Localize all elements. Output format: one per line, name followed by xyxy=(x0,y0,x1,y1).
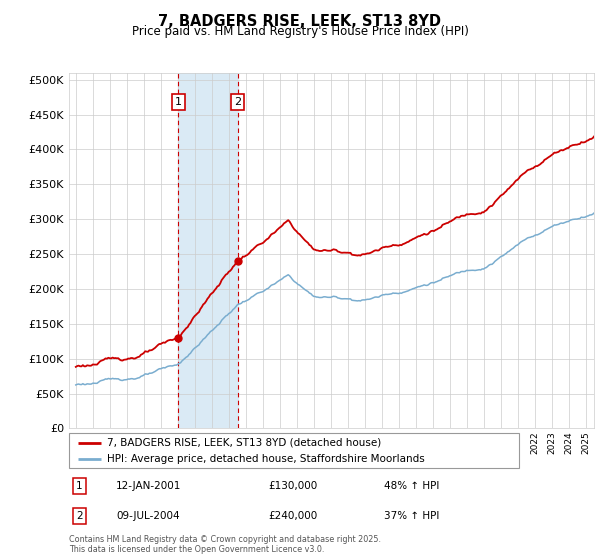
Text: 2: 2 xyxy=(234,97,241,107)
Text: 09-JUL-2004: 09-JUL-2004 xyxy=(116,511,180,521)
Text: £130,000: £130,000 xyxy=(269,481,318,491)
Text: 1: 1 xyxy=(175,97,182,107)
Text: Contains HM Land Registry data © Crown copyright and database right 2025.
This d: Contains HM Land Registry data © Crown c… xyxy=(69,535,381,554)
Text: 7, BADGERS RISE, LEEK, ST13 8YD: 7, BADGERS RISE, LEEK, ST13 8YD xyxy=(158,14,442,29)
FancyBboxPatch shape xyxy=(69,433,519,468)
Text: £240,000: £240,000 xyxy=(269,511,318,521)
Text: 7, BADGERS RISE, LEEK, ST13 8YD (detached house): 7, BADGERS RISE, LEEK, ST13 8YD (detache… xyxy=(107,437,382,447)
Bar xyxy=(178,73,238,428)
Text: 2: 2 xyxy=(76,511,83,521)
Text: 37% ↑ HPI: 37% ↑ HPI xyxy=(384,511,439,521)
Text: Price paid vs. HM Land Registry's House Price Index (HPI): Price paid vs. HM Land Registry's House … xyxy=(131,25,469,38)
Text: HPI: Average price, detached house, Staffordshire Moorlands: HPI: Average price, detached house, Staf… xyxy=(107,454,425,464)
Text: 48% ↑ HPI: 48% ↑ HPI xyxy=(384,481,439,491)
Text: 12-JAN-2001: 12-JAN-2001 xyxy=(116,481,182,491)
Text: 1: 1 xyxy=(76,481,83,491)
